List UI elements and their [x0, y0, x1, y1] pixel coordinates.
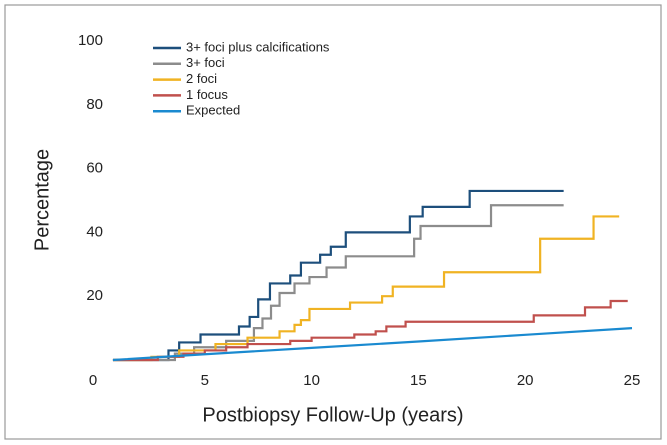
series-line: [112, 189, 564, 362]
x-axis-label: Postbiopsy Follow-Up (years): [202, 404, 463, 426]
x-tick-label: 25: [624, 372, 641, 389]
x-tick-label: 5: [201, 372, 209, 389]
series-line: [112, 204, 564, 362]
y-tick-label: 20: [86, 287, 103, 304]
x-tick-label: 10: [303, 372, 320, 389]
y-tick-label: 40: [86, 223, 103, 240]
x-tick-label: 15: [410, 372, 427, 389]
series-line: [112, 215, 620, 362]
legend-label: 2 foci: [186, 71, 217, 86]
legend-label: 3+ foci plus calcifications: [186, 39, 330, 54]
series-line: [112, 327, 633, 362]
legend-label: 1 focus: [186, 87, 228, 102]
y-tick-label: 60: [86, 160, 103, 177]
y-tick-label: 80: [86, 96, 103, 113]
legend-label: Expected: [186, 103, 240, 118]
x-tick-label: 20: [517, 372, 534, 389]
x-tick-label: 0: [89, 372, 97, 389]
frame: [4, 4, 662, 440]
y-axis-label: Percentage: [31, 149, 53, 251]
legend-label: 3+ foci: [186, 55, 225, 70]
y-tick-label: 100: [78, 32, 103, 49]
